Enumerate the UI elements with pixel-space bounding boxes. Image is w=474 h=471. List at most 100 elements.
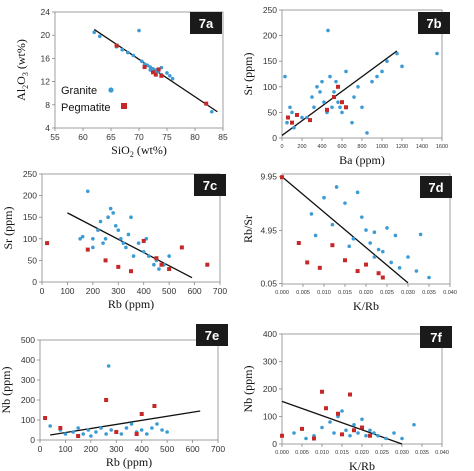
- granite-point: [392, 431, 396, 435]
- granite-point: [435, 51, 439, 56]
- granite-point: [330, 222, 335, 227]
- granite-point: [309, 212, 314, 216]
- pegmatite-point: [336, 411, 340, 416]
- granite-point: [106, 215, 110, 219]
- x-tick-label: 65: [106, 132, 116, 142]
- granite-point: [338, 105, 342, 110]
- granite-point: [124, 245, 128, 250]
- granite-point: [285, 120, 289, 125]
- panel-badge: [420, 176, 452, 198]
- granite-point: [137, 28, 141, 33]
- granite-point: [395, 51, 399, 56]
- pegmatite-point: [76, 434, 81, 438]
- x-axis-label: Rb (ppm): [108, 297, 154, 311]
- granite-point: [121, 241, 126, 245]
- granite-point: [313, 233, 318, 238]
- pegmatite-point: [114, 43, 119, 48]
- granite-point: [147, 254, 151, 258]
- x-axis-label: SiO2 (wt%): [111, 143, 167, 159]
- pegmatite-point: [151, 70, 155, 75]
- granite-point: [347, 244, 352, 249]
- x-tick-label: 200: [86, 286, 100, 296]
- x-axis-label: Ba (ppm): [339, 153, 385, 167]
- pegmatite-point: [45, 241, 50, 246]
- granite-point: [290, 110, 294, 115]
- granite-point: [418, 232, 423, 237]
- granite-point: [91, 245, 95, 250]
- granite-point: [124, 426, 129, 430]
- y-axis-label: Rb/Sr: [241, 215, 255, 243]
- granite-point: [427, 275, 431, 280]
- x-tick-label: 700: [211, 444, 225, 454]
- panel-7d: 0.000 0.005 0.010 0.015 0.020 0.025 0.030 0.035…: [241, 172, 457, 313]
- x-tick-label: 400: [317, 144, 326, 150]
- granite-point: [91, 237, 95, 241]
- granite-point: [355, 190, 360, 195]
- pegmatite-point: [280, 433, 284, 438]
- x-tick-label: 300: [111, 286, 125, 296]
- granite-point: [372, 255, 377, 259]
- panel-badge: [196, 324, 228, 346]
- x-tick-label: 0.015: [338, 290, 352, 296]
- pegmatite-point: [364, 262, 368, 267]
- pegmatite-point: [129, 269, 133, 274]
- granite-point: [81, 432, 86, 436]
- x-tick-label: 0.010: [317, 290, 331, 296]
- pegmatite-point: [325, 107, 329, 112]
- panel-badge-label: 7d: [428, 180, 443, 195]
- pegmatite-point: [320, 389, 324, 394]
- granite-point: [356, 85, 360, 89]
- panel-badge-label: 7a: [199, 16, 214, 31]
- granite-point: [400, 436, 404, 441]
- x-tick-label: 300: [109, 444, 123, 454]
- granite-point: [96, 228, 100, 232]
- trend-line: [67, 212, 193, 279]
- x-tick-label: 0.025: [375, 450, 389, 456]
- x-tick-label: 0.030: [401, 290, 415, 296]
- legend-marker-pegmatite: [121, 103, 127, 109]
- granite-point: [330, 105, 334, 110]
- pegmatite-point: [332, 95, 336, 100]
- granite-point: [336, 100, 340, 104]
- trend-line: [281, 400, 403, 445]
- legend-label-granite: Granite: [61, 85, 97, 97]
- panel-badge-label: 7e: [205, 328, 219, 343]
- granite-point: [340, 110, 344, 115]
- granite-point: [332, 431, 336, 435]
- pegmatite-point: [85, 247, 90, 252]
- granite-point: [412, 422, 416, 427]
- granite-point: [94, 430, 98, 434]
- y-axis-label: Sr (ppm): [1, 207, 15, 250]
- y-tick-label: 200: [263, 31, 277, 41]
- granite-point: [344, 69, 348, 74]
- panel-badge: [418, 12, 450, 34]
- y-tick-label: 4: [45, 123, 50, 133]
- granite-point: [350, 120, 354, 125]
- pegmatite-point: [142, 65, 147, 70]
- granite-point: [320, 425, 324, 430]
- pegmatite-point: [344, 105, 348, 110]
- granite-point: [116, 228, 121, 232]
- x-tick-label: 800: [357, 144, 366, 150]
- x-tick-label: 0.020: [359, 290, 373, 296]
- x-tick-label: 600: [185, 444, 199, 454]
- granite-point: [344, 428, 348, 433]
- granite-point: [334, 185, 339, 189]
- granite-point: [385, 59, 389, 63]
- x-tick-label: 400: [137, 286, 151, 296]
- x-tick-label: 0.020: [355, 450, 369, 456]
- pegmatite-point: [376, 271, 381, 276]
- x-tick-label: 0.035: [415, 450, 429, 456]
- granite-point: [360, 105, 364, 110]
- pegmatite-point: [139, 412, 144, 416]
- x-tick-label: 0: [40, 286, 45, 296]
- panel-badge: [420, 326, 452, 348]
- granite-point: [89, 434, 93, 438]
- granite-point: [140, 59, 144, 64]
- x-tick-label: 600: [337, 144, 346, 150]
- y-tick-label: 0: [272, 133, 277, 143]
- y-tick-label: 20: [41, 30, 51, 40]
- granite-point: [108, 206, 113, 211]
- granite-point: [305, 115, 309, 120]
